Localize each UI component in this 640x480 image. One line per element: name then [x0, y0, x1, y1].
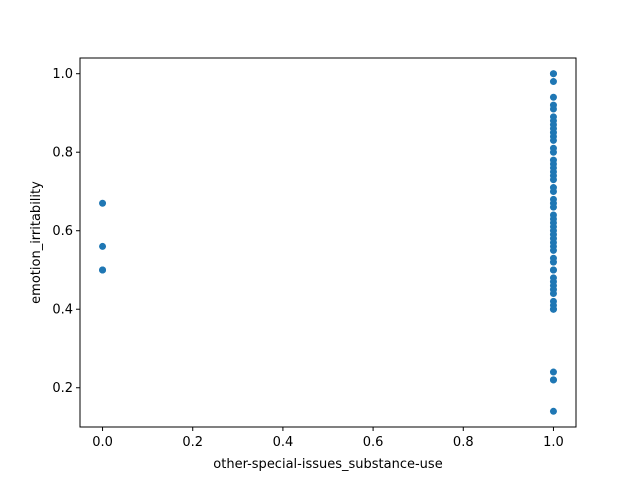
data-point: [549, 376, 557, 384]
data-point: [549, 305, 557, 313]
plot-frame: [79, 57, 577, 428]
data-point: [99, 266, 107, 274]
data-point: [99, 242, 107, 250]
data-point: [549, 136, 557, 144]
data-point: [549, 203, 557, 211]
data-point: [549, 266, 557, 274]
y-axis-label: emotion_irritability: [29, 181, 44, 304]
data-point: [549, 215, 557, 223]
x-tick-label: 0.6: [363, 435, 384, 450]
y-tick-label: 0.4: [52, 303, 73, 318]
x-axis-ticks: 0.0 0.2 0.4 0.6 0.8 1.0: [92, 427, 564, 450]
data-point: [549, 176, 557, 184]
x-axis-label: other-special-issues_substance-use: [213, 457, 442, 472]
data-point: [549, 184, 557, 192]
data-point: [549, 258, 557, 266]
plot-area: [80, 58, 576, 427]
data-point: [549, 93, 557, 101]
data-point: [549, 246, 557, 254]
data-point: [549, 148, 557, 156]
y-tick-label: 0.2: [52, 381, 73, 396]
data-points: [99, 70, 557, 415]
data-point: [549, 105, 557, 113]
data-point: [549, 70, 557, 78]
data-point: [549, 407, 557, 415]
x-tick-label: 0.4: [273, 435, 294, 450]
data-point: [549, 368, 557, 376]
y-tick-label: 0.6: [52, 224, 73, 239]
y-tick-label: 0.8: [52, 146, 73, 161]
data-point: [549, 290, 557, 298]
x-tick-label: 0.2: [182, 435, 203, 450]
x-tick-label: 0.8: [453, 435, 474, 450]
y-axis-ticks: 0.2 0.4 0.6 0.8 1.0: [52, 67, 80, 396]
x-tick-label: 0.0: [92, 435, 113, 450]
x-tick-label: 1.0: [543, 435, 564, 450]
data-point: [99, 199, 107, 207]
data-point: [549, 78, 557, 86]
y-tick-label: 1.0: [52, 67, 73, 82]
